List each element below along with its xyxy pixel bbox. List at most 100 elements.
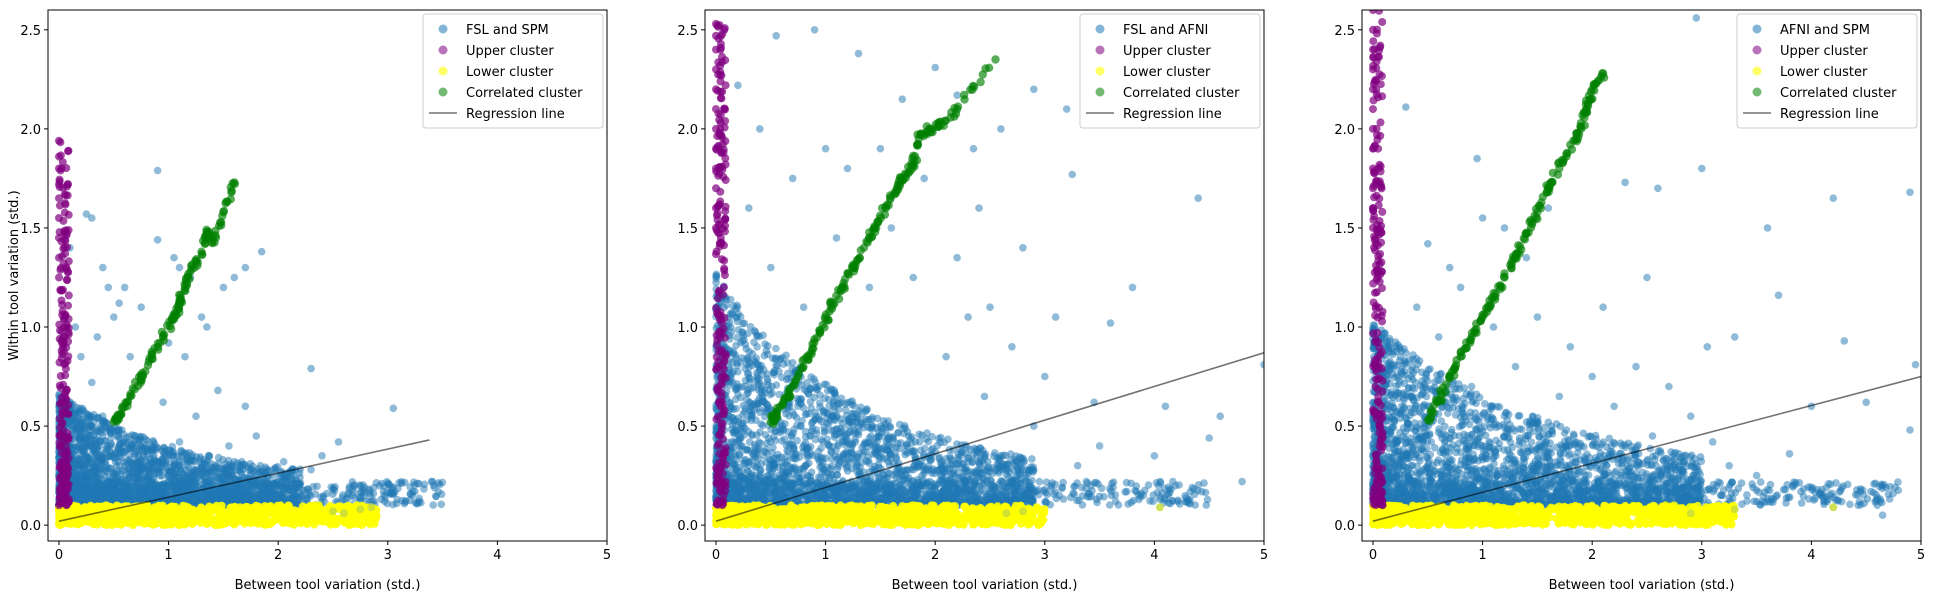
yellow-marker <box>308 502 317 511</box>
purple-marker <box>64 454 73 463</box>
blue-marker <box>87 421 95 430</box>
purple-marker <box>58 406 67 415</box>
data-point <box>55 164 63 173</box>
purple-marker <box>59 492 68 500</box>
y-tick-label: 0.5 <box>20 420 41 435</box>
x-tick-label: 0 <box>55 548 63 563</box>
green-marker <box>136 378 145 387</box>
green-marker <box>221 199 230 208</box>
purple-marker <box>56 326 64 335</box>
purple-marker <box>58 458 66 466</box>
blue-marker <box>133 484 142 492</box>
blue-marker <box>171 457 179 466</box>
purple-marker <box>64 315 73 323</box>
x-tick-label: 3 <box>384 548 392 563</box>
y-tick-label: 1.5 <box>20 222 41 237</box>
yellow-marker <box>257 514 266 523</box>
data-point <box>159 398 167 407</box>
yellow-marker <box>125 518 134 527</box>
yellow-marker <box>255 507 264 516</box>
blue-marker <box>296 479 305 487</box>
blue-marker <box>126 478 135 487</box>
x-tick-label: 4 <box>493 548 501 563</box>
blue-marker <box>75 483 83 492</box>
y-tick-label: 0.0 <box>20 519 41 534</box>
yellow-marker <box>163 520 172 529</box>
data-point <box>192 412 200 421</box>
yellow-marker <box>55 520 63 529</box>
data-point <box>329 507 337 516</box>
x-tick-label: 5 <box>603 548 611 563</box>
blue-marker <box>283 473 291 482</box>
blue-marker <box>415 494 424 503</box>
data-point <box>175 438 184 446</box>
blue-marker <box>96 437 104 445</box>
blue-marker <box>274 494 283 503</box>
yellow-marker <box>279 518 287 527</box>
data-point <box>88 214 96 222</box>
data-point <box>153 236 162 244</box>
yellow-marker <box>187 519 196 527</box>
blue-marker <box>233 482 242 490</box>
blue-marker <box>192 497 201 506</box>
blue-marker <box>280 494 289 502</box>
yellow-marker <box>309 510 318 519</box>
data-point <box>55 273 63 282</box>
blue-marker <box>128 441 136 449</box>
legend-marker <box>438 66 448 76</box>
yellow-marker <box>179 516 188 525</box>
green-marker <box>193 258 202 267</box>
blue-marker <box>182 449 190 457</box>
data-point <box>175 299 184 308</box>
blue-marker <box>348 491 357 500</box>
blue-marker <box>311 490 320 498</box>
blue-marker <box>841 406 850 414</box>
data-point <box>202 227 212 237</box>
data-point <box>230 273 239 282</box>
purple-marker <box>64 301 73 310</box>
yellow-marker <box>130 509 139 518</box>
data-point <box>158 332 168 342</box>
blue-marker <box>106 452 115 460</box>
series-blue-0 <box>66 166 436 506</box>
data-point <box>219 207 228 217</box>
purple-marker <box>55 501 63 510</box>
yellow-marker <box>295 516 304 524</box>
blue-marker <box>208 463 217 472</box>
green-marker <box>166 324 176 334</box>
blue-marker <box>178 480 186 488</box>
yellow-marker <box>294 507 302 516</box>
data-point <box>252 432 261 440</box>
purple-marker <box>60 243 69 252</box>
data-point <box>351 481 359 490</box>
data-point <box>279 457 288 466</box>
y-axis-label: Within tool variation (std.) <box>7 190 22 360</box>
blue-marker <box>206 496 215 504</box>
series-green-0 <box>109 178 239 427</box>
series-yellow-0 <box>55 501 381 530</box>
purple-marker <box>60 208 69 217</box>
blue-marker <box>95 451 104 459</box>
blue-marker <box>203 479 212 488</box>
blue-marker <box>81 421 89 430</box>
legend-marker <box>438 45 448 55</box>
data-point <box>427 477 436 486</box>
purple-marker <box>55 381 64 390</box>
blue-marker <box>437 500 446 509</box>
blue-marker <box>270 479 279 488</box>
blue-marker <box>84 433 93 442</box>
data-point <box>175 263 184 272</box>
blue-marker <box>75 435 84 444</box>
blue-marker <box>313 482 321 491</box>
yellow-marker <box>353 520 362 528</box>
legend-marker <box>438 24 448 34</box>
purple-marker <box>64 433 72 441</box>
data-point <box>115 412 124 421</box>
data-point <box>55 136 63 145</box>
purple-marker <box>63 357 72 365</box>
blue-marker <box>297 491 306 499</box>
blue-marker <box>77 459 86 467</box>
blue-marker <box>248 490 257 498</box>
data-point <box>109 417 119 427</box>
